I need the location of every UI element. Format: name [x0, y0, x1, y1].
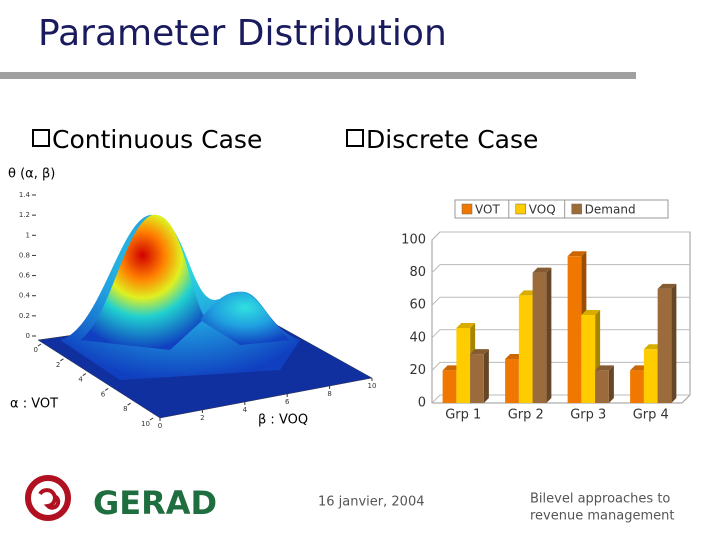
- y-tick-label: 0: [418, 396, 426, 411]
- bullet: Continuous Case: [52, 125, 262, 154]
- x-tick: [37, 343, 42, 347]
- footer-text: Bilevel approaches to: [530, 492, 670, 507]
- grid-line: [431, 296, 690, 306]
- z-tick-label: 0.8: [19, 251, 30, 259]
- logo-mark: [25, 475, 71, 521]
- footer-text: revenue management: [530, 509, 674, 524]
- x-tick-label: 0: [34, 346, 38, 354]
- bar-top: [657, 283, 677, 289]
- x-tick: [104, 387, 109, 391]
- z-tick-label: 0.4: [19, 292, 31, 300]
- slide-title: Parameter Distribution: [38, 13, 447, 54]
- y-tick-label: 40: [409, 330, 426, 345]
- axis-label: β : VOQ: [258, 413, 308, 428]
- grid-line: [431, 361, 690, 371]
- z-tick-label: 1.2: [19, 211, 30, 219]
- legend-swatch: [461, 203, 473, 215]
- bar: [518, 295, 533, 403]
- x-tick: [82, 373, 87, 377]
- bar: [630, 370, 644, 403]
- y-tick-label: 4: [243, 406, 248, 414]
- x-tick: [127, 402, 131, 406]
- bar: [442, 370, 457, 403]
- z-tick-label: 1.4: [19, 191, 31, 199]
- grid-line: [431, 264, 690, 273]
- x-tick-label: 10: [141, 420, 150, 428]
- bar: [532, 272, 547, 403]
- grid-line: [431, 329, 690, 339]
- legend-label: VOT: [475, 203, 500, 217]
- x-tick: [60, 358, 64, 362]
- surface-peak: [80, 214, 205, 350]
- surface-plot: [37, 214, 373, 419]
- y-tick-label: 8: [327, 390, 331, 398]
- bar-side: [483, 349, 489, 403]
- bar-side: [671, 283, 677, 403]
- bullet-box: [32, 129, 50, 147]
- bar-side: [546, 267, 552, 403]
- y-tick-label: 2: [200, 414, 204, 422]
- x-tick-label: 8: [123, 405, 127, 413]
- bar-top: [532, 267, 552, 273]
- axis-label: α : VOT: [10, 397, 58, 412]
- x-tick-label: Grp 3: [570, 408, 606, 423]
- y-tick-label: 80: [409, 265, 426, 280]
- bar: [567, 256, 582, 403]
- bar: [505, 358, 519, 403]
- y-tick-label: 20: [409, 363, 426, 378]
- bar-top: [470, 349, 489, 355]
- x-tick-label: 4: [78, 376, 83, 384]
- axis-label: θ (α, β): [8, 167, 55, 182]
- x-tick-label: 6: [101, 390, 106, 398]
- y-tick-label: 10: [368, 382, 377, 390]
- y-tick-label: 6: [285, 398, 290, 406]
- z-tick-label: 0.2: [19, 312, 30, 320]
- bar-top: [581, 309, 601, 315]
- logo-text: GERAD: [93, 484, 217, 522]
- bar: [581, 314, 596, 403]
- z-tick-label: 0.6: [19, 272, 31, 280]
- bar: [595, 370, 609, 403]
- bar: [470, 354, 484, 403]
- bar: [657, 288, 672, 403]
- bar: [456, 328, 471, 403]
- z-tick-label: 0: [26, 332, 30, 340]
- bullet: Discrete Case: [366, 125, 538, 154]
- bullet-box: [346, 129, 364, 147]
- grid-line: [431, 231, 690, 241]
- y-tick-label: 60: [409, 298, 426, 313]
- bar-side: [608, 365, 614, 403]
- x-tick: [149, 417, 154, 421]
- date: 16 janvier, 2004: [318, 495, 425, 510]
- legend: [454, 199, 669, 219]
- bar-top: [567, 251, 587, 257]
- x-tick-label: Grp 4: [633, 408, 669, 423]
- legend-swatch: [571, 203, 582, 215]
- legend-label: Demand: [585, 203, 636, 217]
- surface-peak: [200, 291, 290, 345]
- bar-top: [595, 365, 614, 371]
- z-tick-label: 1: [26, 231, 30, 239]
- y-tick-label: 100: [401, 233, 426, 248]
- title-rule: [0, 72, 636, 79]
- x-tick-label: Grp 2: [508, 408, 544, 423]
- legend-swatch: [515, 203, 527, 215]
- x-tick-label: 2: [56, 361, 60, 369]
- y-tick-label: 0: [158, 422, 162, 430]
- bar: [643, 349, 658, 403]
- x-tick-label: Grp 1: [445, 408, 481, 423]
- bar-top: [456, 323, 476, 329]
- legend-label: VOQ: [529, 203, 556, 217]
